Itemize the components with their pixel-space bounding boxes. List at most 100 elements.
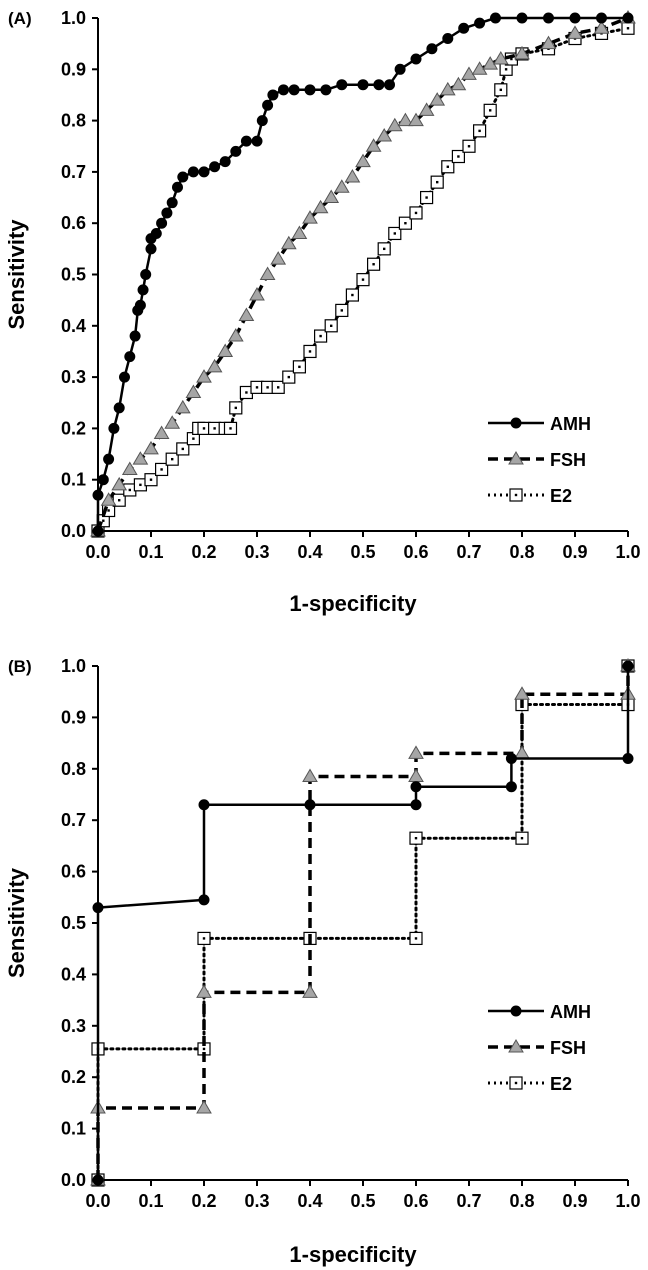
data-point-e2-dot [414, 836, 418, 840]
data-point-e2 [144, 473, 158, 487]
y-tick-label: 0.9 [61, 59, 86, 79]
series-fsh [90, 658, 636, 1186]
data-point-e2 [515, 831, 529, 845]
data-point-e2-dot [520, 836, 524, 840]
data-point-e2 [345, 288, 359, 302]
data-point-amh [92, 525, 104, 537]
data-point-fsh [217, 343, 234, 357]
data-point-amh [198, 894, 210, 906]
data-point-amh [458, 22, 470, 34]
data-point-fsh [323, 189, 340, 204]
data-point-fsh [302, 768, 318, 783]
data-point-e2 [155, 462, 169, 477]
y-tick-label: 1.0 [61, 8, 86, 28]
data-point-e2-dot [118, 499, 121, 502]
y-tick-label: 0.2 [61, 1067, 86, 1087]
data-point-e2 [441, 160, 455, 174]
data-point-e2-dot [255, 386, 259, 389]
data-point-amh [103, 453, 115, 465]
y-axis-title: Sensitivity [4, 867, 29, 978]
data-point-fsh [333, 179, 350, 193]
legend: AMH FSH E2 [488, 414, 591, 506]
data-point-fsh [259, 266, 276, 280]
legend-item-e2: E2 [488, 1074, 572, 1094]
data-point-e2-dot [266, 386, 269, 389]
data-point-e2-dot [128, 488, 131, 492]
legend-item-amh: AMH [488, 1002, 591, 1022]
data-point-amh [262, 99, 274, 111]
data-point-e2 [621, 21, 635, 35]
data-point-amh [410, 53, 422, 65]
data-point-e2 [388, 226, 402, 241]
legend-label-amh: AMH [550, 1002, 591, 1022]
data-point-e2-dot [504, 68, 508, 71]
data-point-e2 [409, 206, 423, 220]
data-point-fsh [567, 25, 583, 39]
x-tick-label: 0.0 [85, 542, 110, 562]
data-point-fsh [270, 251, 287, 265]
data-point-fsh [143, 440, 159, 455]
data-point-e2-dot [457, 155, 460, 158]
y-tick-label: 0.6 [61, 213, 86, 233]
data-point-e2-dot [467, 145, 471, 148]
x-tick-label: 0.6 [403, 542, 428, 562]
data-point-amh [219, 156, 231, 168]
x-axis-title: 1-specificity [289, 591, 417, 616]
y-tick-label: 0.1 [61, 1119, 86, 1139]
y-tick-label: 0.8 [61, 759, 86, 779]
data-point-e2-dot [102, 519, 105, 522]
data-point-e2-dot [298, 365, 301, 369]
y-tick-label: 0.7 [61, 162, 86, 182]
legend-marker-fsh [508, 451, 524, 465]
data-point-fsh [593, 20, 610, 34]
data-point-e2 [473, 124, 487, 138]
x-tick-label: 0.2 [191, 1191, 216, 1211]
data-point-fsh [302, 984, 318, 998]
data-point-fsh [450, 76, 467, 91]
x-tick-label: 0.8 [509, 1191, 534, 1211]
data-point-e2 [335, 303, 349, 318]
data-point-amh [251, 135, 263, 147]
data-point-amh [505, 781, 517, 793]
data-point-fsh [471, 61, 488, 75]
data-point-amh [108, 422, 120, 434]
data-point-e2-dot [372, 263, 375, 266]
data-point-fsh [386, 117, 403, 132]
x-tick-label: 1.0 [615, 1191, 640, 1211]
data-point-amh [187, 166, 199, 178]
legend-item-e2: E2 [488, 486, 572, 506]
x-tick-label: 0.6 [403, 1191, 428, 1211]
data-point-amh [569, 12, 581, 24]
y-tick-label: 0.4 [61, 316, 86, 336]
x-tick-label: 0.0 [85, 1191, 110, 1211]
legend-marker-e2 [509, 488, 523, 502]
data-point-amh [442, 33, 454, 45]
x-tick-label: 0.5 [350, 1191, 375, 1211]
data-point-amh [113, 402, 125, 414]
legend-marker-e2 [509, 1076, 523, 1090]
legend-label-amh: AMH [550, 414, 591, 434]
data-point-amh [622, 753, 634, 765]
x-tick-label: 0.7 [456, 542, 481, 562]
data-point-e2-dot [478, 129, 481, 133]
roc-panel-a: (A) 0.0 0.1 0.2 0.3 0.4 0.5 0.6 0.7 0.8 0.9 1.0 0.0 0… [4, 8, 641, 616]
x-tick-label: 0.7 [456, 1191, 481, 1211]
data-point-amh [288, 84, 300, 96]
data-point-e2-dot [351, 293, 354, 297]
legend: AMH FSH E2 [488, 1002, 591, 1094]
y-tick-label: 0.3 [61, 367, 86, 387]
data-point-e2 [398, 216, 412, 230]
x-tick-label: 0.4 [297, 1191, 322, 1211]
data-point-e2-dot [414, 937, 418, 940]
series-amh [92, 660, 634, 1186]
data-point-fsh [185, 384, 202, 398]
x-tick-label: 0.3 [244, 542, 269, 562]
data-point-fsh [206, 358, 223, 373]
data-point-e2 [271, 380, 285, 394]
y-tick-label: 0.1 [61, 470, 86, 490]
data-point-e2-dot [393, 232, 396, 235]
data-point-amh [145, 243, 157, 255]
data-point-fsh [408, 768, 424, 783]
data-point-fsh [376, 127, 393, 142]
